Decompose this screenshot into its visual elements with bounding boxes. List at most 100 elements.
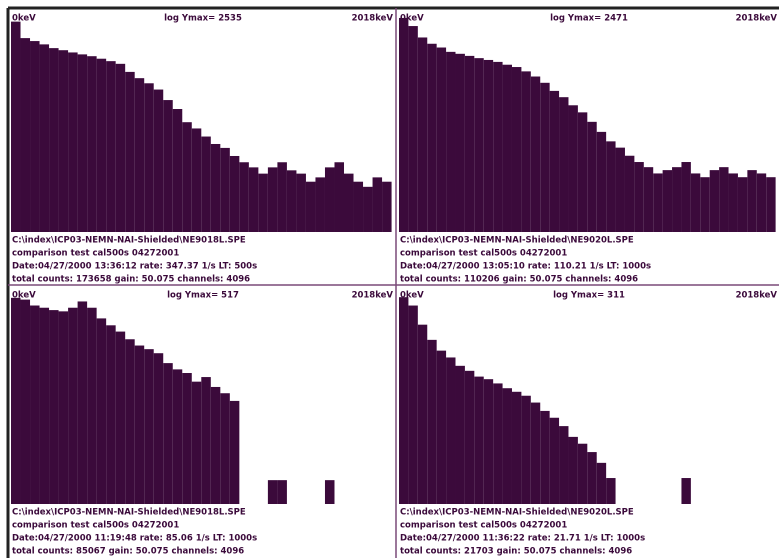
bar: [68, 307, 78, 504]
bar: [596, 131, 607, 232]
bar: [549, 417, 560, 504]
info-line: Date:04/27/2000 11:19:48 rate: 85.06 1/s…: [12, 534, 257, 544]
bar: [474, 58, 484, 232]
bar: [577, 112, 588, 232]
bar: [417, 324, 428, 504]
bar: [446, 51, 456, 233]
bar: [153, 89, 164, 232]
info-line: comparison test cal500s 04272001: [12, 521, 179, 531]
bar: [96, 58, 107, 233]
bar: [324, 480, 335, 504]
bar: [643, 167, 654, 232]
bar: [483, 59, 494, 232]
bar: [115, 63, 126, 232]
bar: [144, 83, 154, 233]
bar: [427, 339, 437, 504]
info-line: comparison test cal500s 04272001: [400, 521, 567, 531]
x-end-label: 2018keV: [736, 291, 778, 301]
bar: [163, 363, 173, 504]
bar: [39, 44, 50, 232]
bar: [559, 97, 569, 232]
bar: [436, 47, 447, 232]
bar: [728, 173, 738, 232]
bar: [30, 41, 40, 232]
bar: [474, 376, 484, 504]
bar: [115, 331, 126, 504]
bar: [344, 173, 354, 232]
bar: [483, 379, 494, 504]
bar: [286, 170, 297, 232]
info-line: Date:04/27/2000 11:36:22 rate: 21.71 1/s…: [400, 534, 645, 544]
bar: [568, 436, 578, 504]
bar: [530, 402, 541, 504]
x-start-label: 0keV: [400, 291, 424, 301]
bar: [11, 297, 21, 504]
bar: [455, 53, 465, 232]
bar: [493, 61, 503, 232]
bar: [511, 391, 522, 504]
bar: [549, 90, 560, 232]
bar: [521, 71, 531, 232]
bar: [747, 170, 757, 232]
bar: [68, 52, 78, 233]
bar: [229, 400, 240, 504]
bar: [399, 297, 409, 504]
info-line: C:\index\ICP03-NEMN-NAI-Shielded\NE9020L…: [400, 508, 634, 518]
bar: [163, 100, 173, 233]
bar: [20, 38, 31, 232]
bar: [502, 64, 512, 232]
bar: [153, 353, 164, 504]
bar: [267, 480, 278, 504]
chart-title: log Ymax= 517: [167, 291, 239, 301]
bar: [172, 109, 183, 232]
bar: [49, 48, 59, 232]
bar: [77, 301, 88, 504]
bar: [587, 452, 597, 504]
bar: [540, 82, 550, 232]
info-line: total counts: 110206 gain: 50.075 channe…: [400, 275, 638, 285]
bar: [408, 305, 418, 504]
bar: [87, 56, 97, 233]
bar: [182, 122, 192, 232]
x-start-label: 0keV: [12, 291, 36, 301]
chart-title: log Ymax= 311: [553, 291, 625, 301]
bar: [521, 395, 531, 504]
bar: [662, 170, 673, 232]
bar: [464, 55, 475, 232]
bar: [540, 410, 550, 504]
bar: [559, 426, 569, 504]
info-line: Date:04/27/2000 13:05:10 rate: 110.21 1/…: [400, 262, 651, 272]
info-line: C:\index\ICP03-NEMN-NAI-Shielded\NE9020L…: [400, 236, 634, 246]
bar: [606, 141, 616, 232]
bar: [201, 377, 211, 504]
bar: [606, 478, 616, 504]
bar: [324, 167, 335, 232]
bar: [144, 349, 154, 504]
bar: [624, 155, 635, 232]
bar: [615, 147, 625, 232]
bar: [248, 167, 259, 232]
bar: [210, 386, 221, 504]
bar: [277, 162, 287, 232]
bar: [106, 325, 116, 504]
bar: [125, 71, 135, 233]
bar: [672, 167, 682, 232]
bar: [258, 173, 268, 232]
bar: [756, 173, 767, 232]
bar: [296, 173, 306, 232]
bar: [427, 43, 437, 233]
bar: [210, 143, 221, 232]
bar: [191, 128, 202, 232]
info-line: comparison test cal500s 04272001: [400, 249, 567, 259]
bar: [653, 173, 663, 232]
bar: [106, 61, 116, 232]
bar: [125, 339, 135, 504]
bar: [239, 162, 249, 232]
bar: [417, 37, 428, 232]
chart-title: log Ymax= 2471: [550, 14, 628, 24]
bar: [267, 167, 278, 232]
bar: [766, 177, 776, 232]
bar: [681, 162, 691, 232]
bar: [305, 181, 316, 232]
